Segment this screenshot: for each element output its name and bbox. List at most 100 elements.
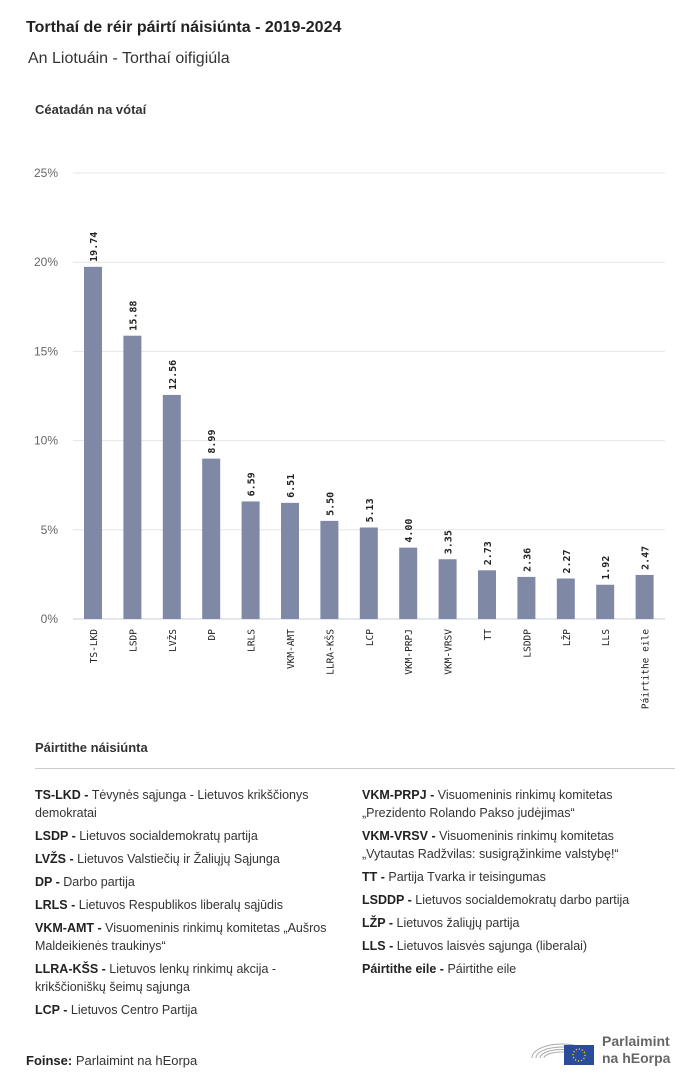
bar xyxy=(517,576,536,619)
y-tick-label: 15% xyxy=(34,344,58,358)
legend-name: Partija Tvarka ir teisingumas xyxy=(384,870,546,884)
data-label: 2.73 xyxy=(483,541,494,565)
legend-divider xyxy=(35,768,675,769)
data-label: 5.13 xyxy=(365,498,376,522)
data-label: 1.92 xyxy=(601,556,612,580)
legend-item: LCP - Lietuvos Centro Partija xyxy=(35,1001,335,1019)
y-tick-label: 20% xyxy=(34,255,58,269)
legend-abbr: LLRA-KŠS - xyxy=(35,962,106,976)
legend-abbr: LVŽS - xyxy=(35,852,74,866)
legend-name: Tėvynės sąjunga - Lietuvos krikščionys d… xyxy=(35,788,309,820)
source-note: Foinse: Parlaimint na hEorpa xyxy=(26,1053,197,1068)
bar xyxy=(556,578,575,619)
bar xyxy=(202,458,221,619)
bar xyxy=(359,527,378,619)
data-label: 12.56 xyxy=(168,360,179,390)
legend-title: Páirtithe náisiúnta xyxy=(35,740,148,755)
legend-item: TS-LKD - Tėvynės sąjunga - Lietuvos krik… xyxy=(35,786,335,822)
legend-item: LRLS - Lietuvos Respublikos liberalų sąj… xyxy=(35,896,335,914)
legend-abbr: DP - xyxy=(35,875,60,889)
legend-item: VKM-PRPJ - Visuomeninis rinkimų komiteta… xyxy=(362,786,662,822)
legend-abbr: Páirtithe eile - xyxy=(362,962,444,976)
x-tick-label: VKM-AMT xyxy=(286,629,297,669)
x-tick-label: VKM-PRPJ xyxy=(404,629,415,675)
legend-item: LVŽS - Lietuvos Valstiečių ir Žaliųjų Są… xyxy=(35,850,335,868)
x-tick-label: LSDDP xyxy=(522,629,533,658)
bar xyxy=(162,394,181,619)
bar xyxy=(438,559,457,619)
x-tick-label: VKM-VRSV xyxy=(444,629,455,675)
legend-name: Páirtithe eile xyxy=(443,962,517,976)
legend-name: Visuomeninis rinkimų komitetas „Vytautas… xyxy=(362,829,619,861)
bar xyxy=(478,570,496,619)
data-label: 6.59 xyxy=(247,472,258,496)
legend-item: LŽP - Lietuvos žaliųjų partija xyxy=(362,914,662,932)
legend-name: Lietuvos Valstiečių ir Žaliųjų Sąjunga xyxy=(73,852,280,866)
source-label: Foinse: xyxy=(26,1053,73,1068)
chart-title: Torthaí de réir páirtí náisiúnta - 2019-… xyxy=(26,19,342,36)
legend-abbr: VKM-AMT - xyxy=(35,921,102,935)
data-label: 2.27 xyxy=(562,549,573,573)
y-tick-label: 25% xyxy=(34,166,58,180)
legend-left-column: TS-LKD - Tėvynės sąjunga - Lietuvos krik… xyxy=(35,786,335,1024)
legend-abbr: LCP - xyxy=(35,1003,68,1017)
legend-item: DP - Darbo partija xyxy=(35,873,335,891)
legend-item: Páirtithe eile - Páirtithe eile xyxy=(362,960,662,978)
legend-right-column: VKM-PRPJ - Visuomeninis rinkimų komiteta… xyxy=(362,786,662,983)
legend-item: LSDP - Lietuvos socialdemokratų partija xyxy=(35,827,335,845)
x-tick-label: LLS xyxy=(601,629,612,646)
legend-item: LLRA-KŠS - Lietuvos lenkų rinkimų akcija… xyxy=(35,960,335,996)
logo-line-2: na hEorpa xyxy=(602,1050,671,1066)
legend-name: Lietuvos žaliųjų partija xyxy=(393,916,520,930)
data-label: 5.50 xyxy=(325,492,336,516)
legend-abbr: TT - xyxy=(362,870,385,884)
legend-abbr: LSDDP - xyxy=(362,893,412,907)
chart-subtitle: An Liotuáin - Torthaí oifigiúla xyxy=(28,50,230,67)
y-tick-label: 5% xyxy=(41,523,59,537)
data-label: 19.74 xyxy=(89,232,100,262)
data-label: 4.00 xyxy=(404,519,415,543)
legend-abbr: LLS - xyxy=(362,939,394,953)
logo-text: Parlaimint na hEorpa xyxy=(602,1033,670,1067)
legend-abbr: LRLS - xyxy=(35,898,76,912)
data-label: 3.35 xyxy=(444,530,455,554)
bar xyxy=(123,335,142,619)
bar-chart: 0% 5% 10% 15% 20% 25% 19.74 TS-LKD 15.88 LSDP 12.5… xyxy=(34,166,665,709)
data-label: 6.51 xyxy=(286,474,297,498)
legend-name: Darbo partija xyxy=(59,875,135,889)
x-tick-label: LVŽS xyxy=(167,629,179,652)
data-label: 2.36 xyxy=(522,548,533,572)
x-tick-label: LLRA-KŠS xyxy=(324,629,336,675)
y-tick-label: 10% xyxy=(34,434,58,448)
legend-item: TT - Partija Tvarka ir teisingumas xyxy=(362,868,662,886)
data-label: 2.47 xyxy=(641,546,652,570)
legend-name: Lietuvos Respublikos liberalų sąjūdis xyxy=(75,898,284,912)
logo-line-1: Parlaimint xyxy=(602,1033,670,1049)
bar xyxy=(241,501,260,619)
legend-name: Lietuvos laisvės sąjunga (liberalai) xyxy=(393,939,588,953)
legend-abbr: LŽP - xyxy=(362,916,394,930)
legend-abbr: VKM-PRPJ - xyxy=(362,788,435,802)
source-text: Parlaimint na hEorpa xyxy=(75,1053,198,1068)
bar xyxy=(84,266,102,619)
x-tick-label: TT xyxy=(483,629,494,641)
legend-name: Visuomeninis rinkimų komitetas „Preziden… xyxy=(362,788,613,820)
legend-name: Visuomeninis rinkimų komitetas „Aušros M… xyxy=(35,921,327,953)
x-tick-label: LRLS xyxy=(247,629,258,652)
legend-item: LLS - Lietuvos laisvės sąjunga (liberala… xyxy=(362,937,662,955)
legend-abbr: LSDP - xyxy=(35,829,76,843)
x-tick-label: LCP xyxy=(365,629,376,646)
legend-abbr: TS-LKD - xyxy=(35,788,89,802)
bar xyxy=(281,502,299,619)
y-tick-label: 0% xyxy=(41,612,59,626)
legend-name: Lietuvos socialdemokratų partija xyxy=(75,829,258,843)
legend-item: VKM-VRSV - Visuomeninis rinkimų komiteta… xyxy=(362,827,662,863)
bar xyxy=(635,574,654,619)
data-label: 8.99 xyxy=(207,430,218,454)
x-tick-label: Páirtithe eile xyxy=(641,629,652,709)
legend-name: Lietuvos Centro Partija xyxy=(67,1003,198,1017)
legend-item: LSDDP - Lietuvos socialdemokratų darbo p… xyxy=(362,891,662,909)
x-tick-label: LSDP xyxy=(128,629,139,652)
bar xyxy=(596,584,615,619)
legend-name: Lietuvos lenkų rinkimų akcija - krikščio… xyxy=(35,962,277,994)
